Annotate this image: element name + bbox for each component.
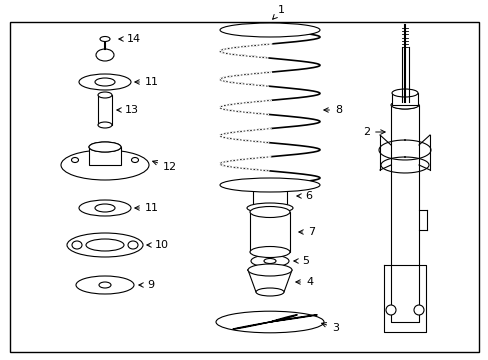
- Text: 5: 5: [293, 256, 308, 266]
- Bar: [89, 147, 121, 165]
- Ellipse shape: [86, 239, 124, 251]
- Ellipse shape: [61, 150, 149, 180]
- Text: 1: 1: [272, 5, 285, 19]
- Text: 12: 12: [152, 161, 177, 172]
- Text: 4: 4: [295, 277, 312, 287]
- Text: 6: 6: [296, 191, 311, 201]
- Ellipse shape: [265, 182, 273, 186]
- Ellipse shape: [220, 23, 319, 37]
- Ellipse shape: [96, 49, 114, 61]
- Ellipse shape: [413, 305, 423, 315]
- Ellipse shape: [252, 180, 286, 190]
- Ellipse shape: [256, 288, 284, 296]
- Ellipse shape: [391, 101, 417, 109]
- Text: 11: 11: [135, 203, 159, 213]
- Ellipse shape: [67, 233, 142, 257]
- Ellipse shape: [220, 178, 319, 192]
- Bar: [401, 47, 407, 102]
- Text: 3: 3: [321, 323, 338, 333]
- Text: 10: 10: [146, 240, 169, 250]
- Ellipse shape: [250, 255, 288, 267]
- Bar: [98, 95, 112, 125]
- Ellipse shape: [89, 142, 121, 152]
- Ellipse shape: [131, 158, 138, 162]
- Ellipse shape: [249, 207, 289, 217]
- Ellipse shape: [385, 305, 395, 315]
- Ellipse shape: [128, 241, 138, 249]
- Bar: [391, 93, 417, 105]
- Ellipse shape: [249, 247, 289, 257]
- Ellipse shape: [100, 36, 110, 41]
- Ellipse shape: [391, 89, 417, 97]
- Ellipse shape: [247, 264, 291, 276]
- Ellipse shape: [99, 282, 111, 288]
- Ellipse shape: [89, 142, 121, 152]
- Text: 8: 8: [323, 105, 342, 115]
- Ellipse shape: [98, 92, 112, 98]
- Ellipse shape: [95, 204, 115, 212]
- Ellipse shape: [71, 158, 79, 162]
- Bar: [390, 105, 418, 265]
- Ellipse shape: [98, 122, 112, 128]
- Ellipse shape: [95, 78, 115, 86]
- Bar: [249, 212, 289, 252]
- Ellipse shape: [72, 241, 82, 249]
- Ellipse shape: [79, 74, 131, 90]
- Ellipse shape: [76, 276, 134, 294]
- Text: 11: 11: [135, 77, 159, 87]
- Ellipse shape: [390, 101, 418, 109]
- Text: 14: 14: [119, 34, 141, 44]
- Text: 2: 2: [362, 127, 385, 137]
- Text: 7: 7: [298, 227, 314, 237]
- Text: 13: 13: [117, 105, 139, 115]
- Bar: [252, 185, 286, 208]
- Ellipse shape: [246, 203, 292, 213]
- Ellipse shape: [264, 258, 275, 264]
- Ellipse shape: [79, 200, 131, 216]
- Text: 9: 9: [139, 280, 154, 290]
